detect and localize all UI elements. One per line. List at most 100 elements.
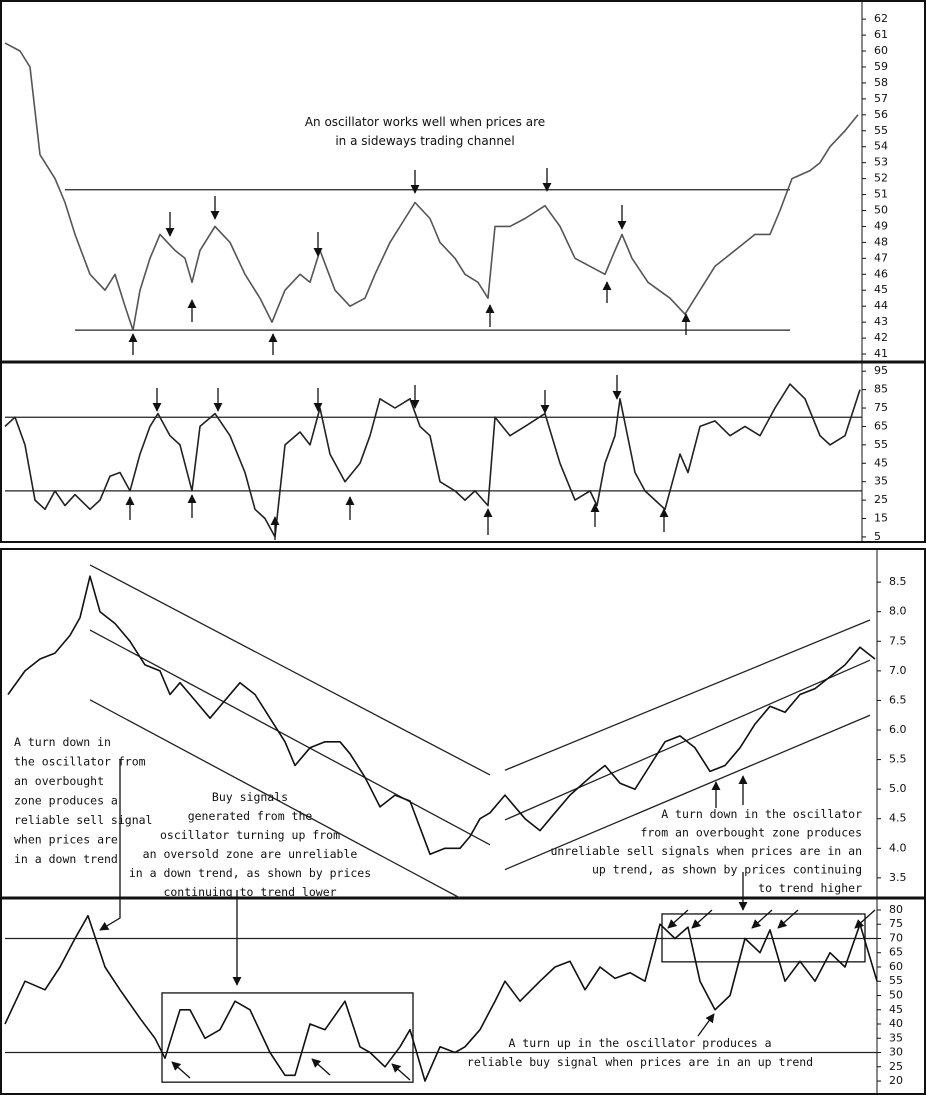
highlight-box xyxy=(661,913,866,963)
annotation-line: Buy signals xyxy=(212,790,288,804)
y-tick-label: 62 xyxy=(874,12,888,25)
y-tick-label: 25 xyxy=(874,493,888,506)
y-tick-label: 75 xyxy=(889,917,903,930)
reference-line xyxy=(504,619,871,771)
annotation-line: to trend higher xyxy=(758,881,862,895)
annotation-line: reliable sell signal xyxy=(14,813,152,827)
pointer xyxy=(777,909,799,929)
annotation: An oscillator works well when prices are… xyxy=(305,115,545,148)
y-tick-label: 50 xyxy=(889,989,903,1002)
y-tick-label: 56 xyxy=(874,108,888,121)
pointer xyxy=(391,1063,411,1081)
annotation: A turn down in the oscillator from an over… xyxy=(14,735,152,866)
y-tick-label: 8.5 xyxy=(889,575,907,588)
y-tick-label: 61 xyxy=(874,28,888,41)
y-tick-label: 8.0 xyxy=(889,605,907,618)
y-tick-label: 5.5 xyxy=(889,753,907,766)
data-line xyxy=(4,914,878,1082)
y-tick-label: 52 xyxy=(874,172,888,185)
data-line xyxy=(4,42,859,331)
annotation: Buy signals generated from the oscillator … xyxy=(129,790,371,899)
annotation-line: in a down trend, as shown by prices xyxy=(129,866,371,880)
pointer xyxy=(691,909,713,929)
annotation-line: in a sideways trading channel xyxy=(335,134,514,148)
annotation-line: A turn down in the oscillator xyxy=(661,807,862,821)
reference-line xyxy=(89,629,491,846)
y-tick-label: 45 xyxy=(874,456,888,469)
pointer xyxy=(697,1013,715,1037)
pointer xyxy=(751,909,773,929)
y-tick-label: 80 xyxy=(889,903,903,916)
y-tick-label: 45 xyxy=(889,1003,903,1016)
y-tick-label: 40 xyxy=(889,1017,903,1030)
y-tick-label: 60 xyxy=(874,44,888,57)
y-tick-label: 35 xyxy=(889,1031,903,1044)
reference-line xyxy=(504,714,871,871)
annotation-line: in a down trend xyxy=(14,852,118,866)
annotation-line: oscillator turning up from xyxy=(160,828,340,842)
y-tick-label: 75 xyxy=(874,401,888,414)
y-tick-label: 50 xyxy=(874,204,888,217)
y-tick-label: 6.5 xyxy=(889,693,907,706)
annotation-line: an oversold zone are unreliable xyxy=(143,847,358,861)
y-tick-label: 55 xyxy=(889,974,903,987)
y-tick-label: 43 xyxy=(874,315,888,328)
frame xyxy=(0,0,926,543)
data-line xyxy=(4,383,861,538)
annotation-line: A turn up in the oscillator produces a xyxy=(508,1036,771,1050)
y-tick-label: 85 xyxy=(874,383,888,396)
reference-line xyxy=(89,564,491,776)
data-line xyxy=(7,575,876,856)
y-tick-label: 60 xyxy=(889,960,903,973)
reference-line xyxy=(89,699,461,899)
y-tick-label: 57 xyxy=(874,92,888,105)
y-tick-label: 44 xyxy=(874,299,888,312)
annotation-line: reliable buy signal when prices are in a… xyxy=(467,1055,813,1069)
y-tick-label: 53 xyxy=(874,156,888,169)
y-tick-label: 65 xyxy=(889,946,903,959)
y-tick-label: 15 xyxy=(874,512,888,525)
pointer xyxy=(667,909,689,929)
annotation-line: An oscillator works well when prices are xyxy=(305,115,545,129)
pointer xyxy=(171,1061,191,1079)
y-tick-label: 55 xyxy=(874,124,888,137)
y-tick-label: 7.0 xyxy=(889,664,907,677)
pointer xyxy=(311,1058,331,1076)
annotation-line: an overbought xyxy=(14,774,104,788)
y-tick-label: 65 xyxy=(874,419,888,432)
annotation: A turn up in the oscillator produces a re… xyxy=(467,1036,813,1069)
y-tick-label: 70 xyxy=(889,931,903,944)
pointer xyxy=(99,760,121,931)
y-tick-label: 25 xyxy=(889,1060,903,1073)
y-tick-label: 30 xyxy=(889,1046,903,1059)
annotation-line: unreliable sell signals when prices are … xyxy=(550,844,862,858)
y-tick-label: 58 xyxy=(874,76,888,89)
y-tick-label: 47 xyxy=(874,251,888,264)
y-tick-label: 35 xyxy=(874,475,888,488)
y-tick-label: 51 xyxy=(874,188,888,201)
y-tick-label: 42 xyxy=(874,331,888,344)
y-tick-label: 59 xyxy=(874,60,888,73)
y-tick-label: 5.0 xyxy=(889,782,907,795)
annotation-line: continuing to trend lower xyxy=(163,885,336,899)
y-tick-label: 48 xyxy=(874,235,888,248)
annotation-line: zone produces a xyxy=(14,793,118,807)
y-tick-label: 20 xyxy=(889,1074,903,1087)
annotation-line: from an overbought zone produces xyxy=(640,825,862,839)
y-tick-label: 4.5 xyxy=(889,812,907,825)
pointers xyxy=(99,760,876,1081)
annotation-line: up trend, as shown by prices continuing xyxy=(592,862,862,876)
annotation-line: generated from the xyxy=(188,809,313,823)
y-tick-label: 49 xyxy=(874,219,888,232)
y-tick-label: 55 xyxy=(874,438,888,451)
y-tick-label: 45 xyxy=(874,283,888,296)
y-tick-label: 46 xyxy=(874,267,888,280)
annotation-line: when prices are xyxy=(14,832,118,846)
annotation-line: A turn down in xyxy=(14,735,111,749)
y-tick-label: 54 xyxy=(874,140,888,153)
y-tick-label: 95 xyxy=(874,364,888,377)
highlight-box xyxy=(161,992,414,1083)
y-tick-label: 4.0 xyxy=(889,841,907,854)
reference-line xyxy=(504,659,871,821)
